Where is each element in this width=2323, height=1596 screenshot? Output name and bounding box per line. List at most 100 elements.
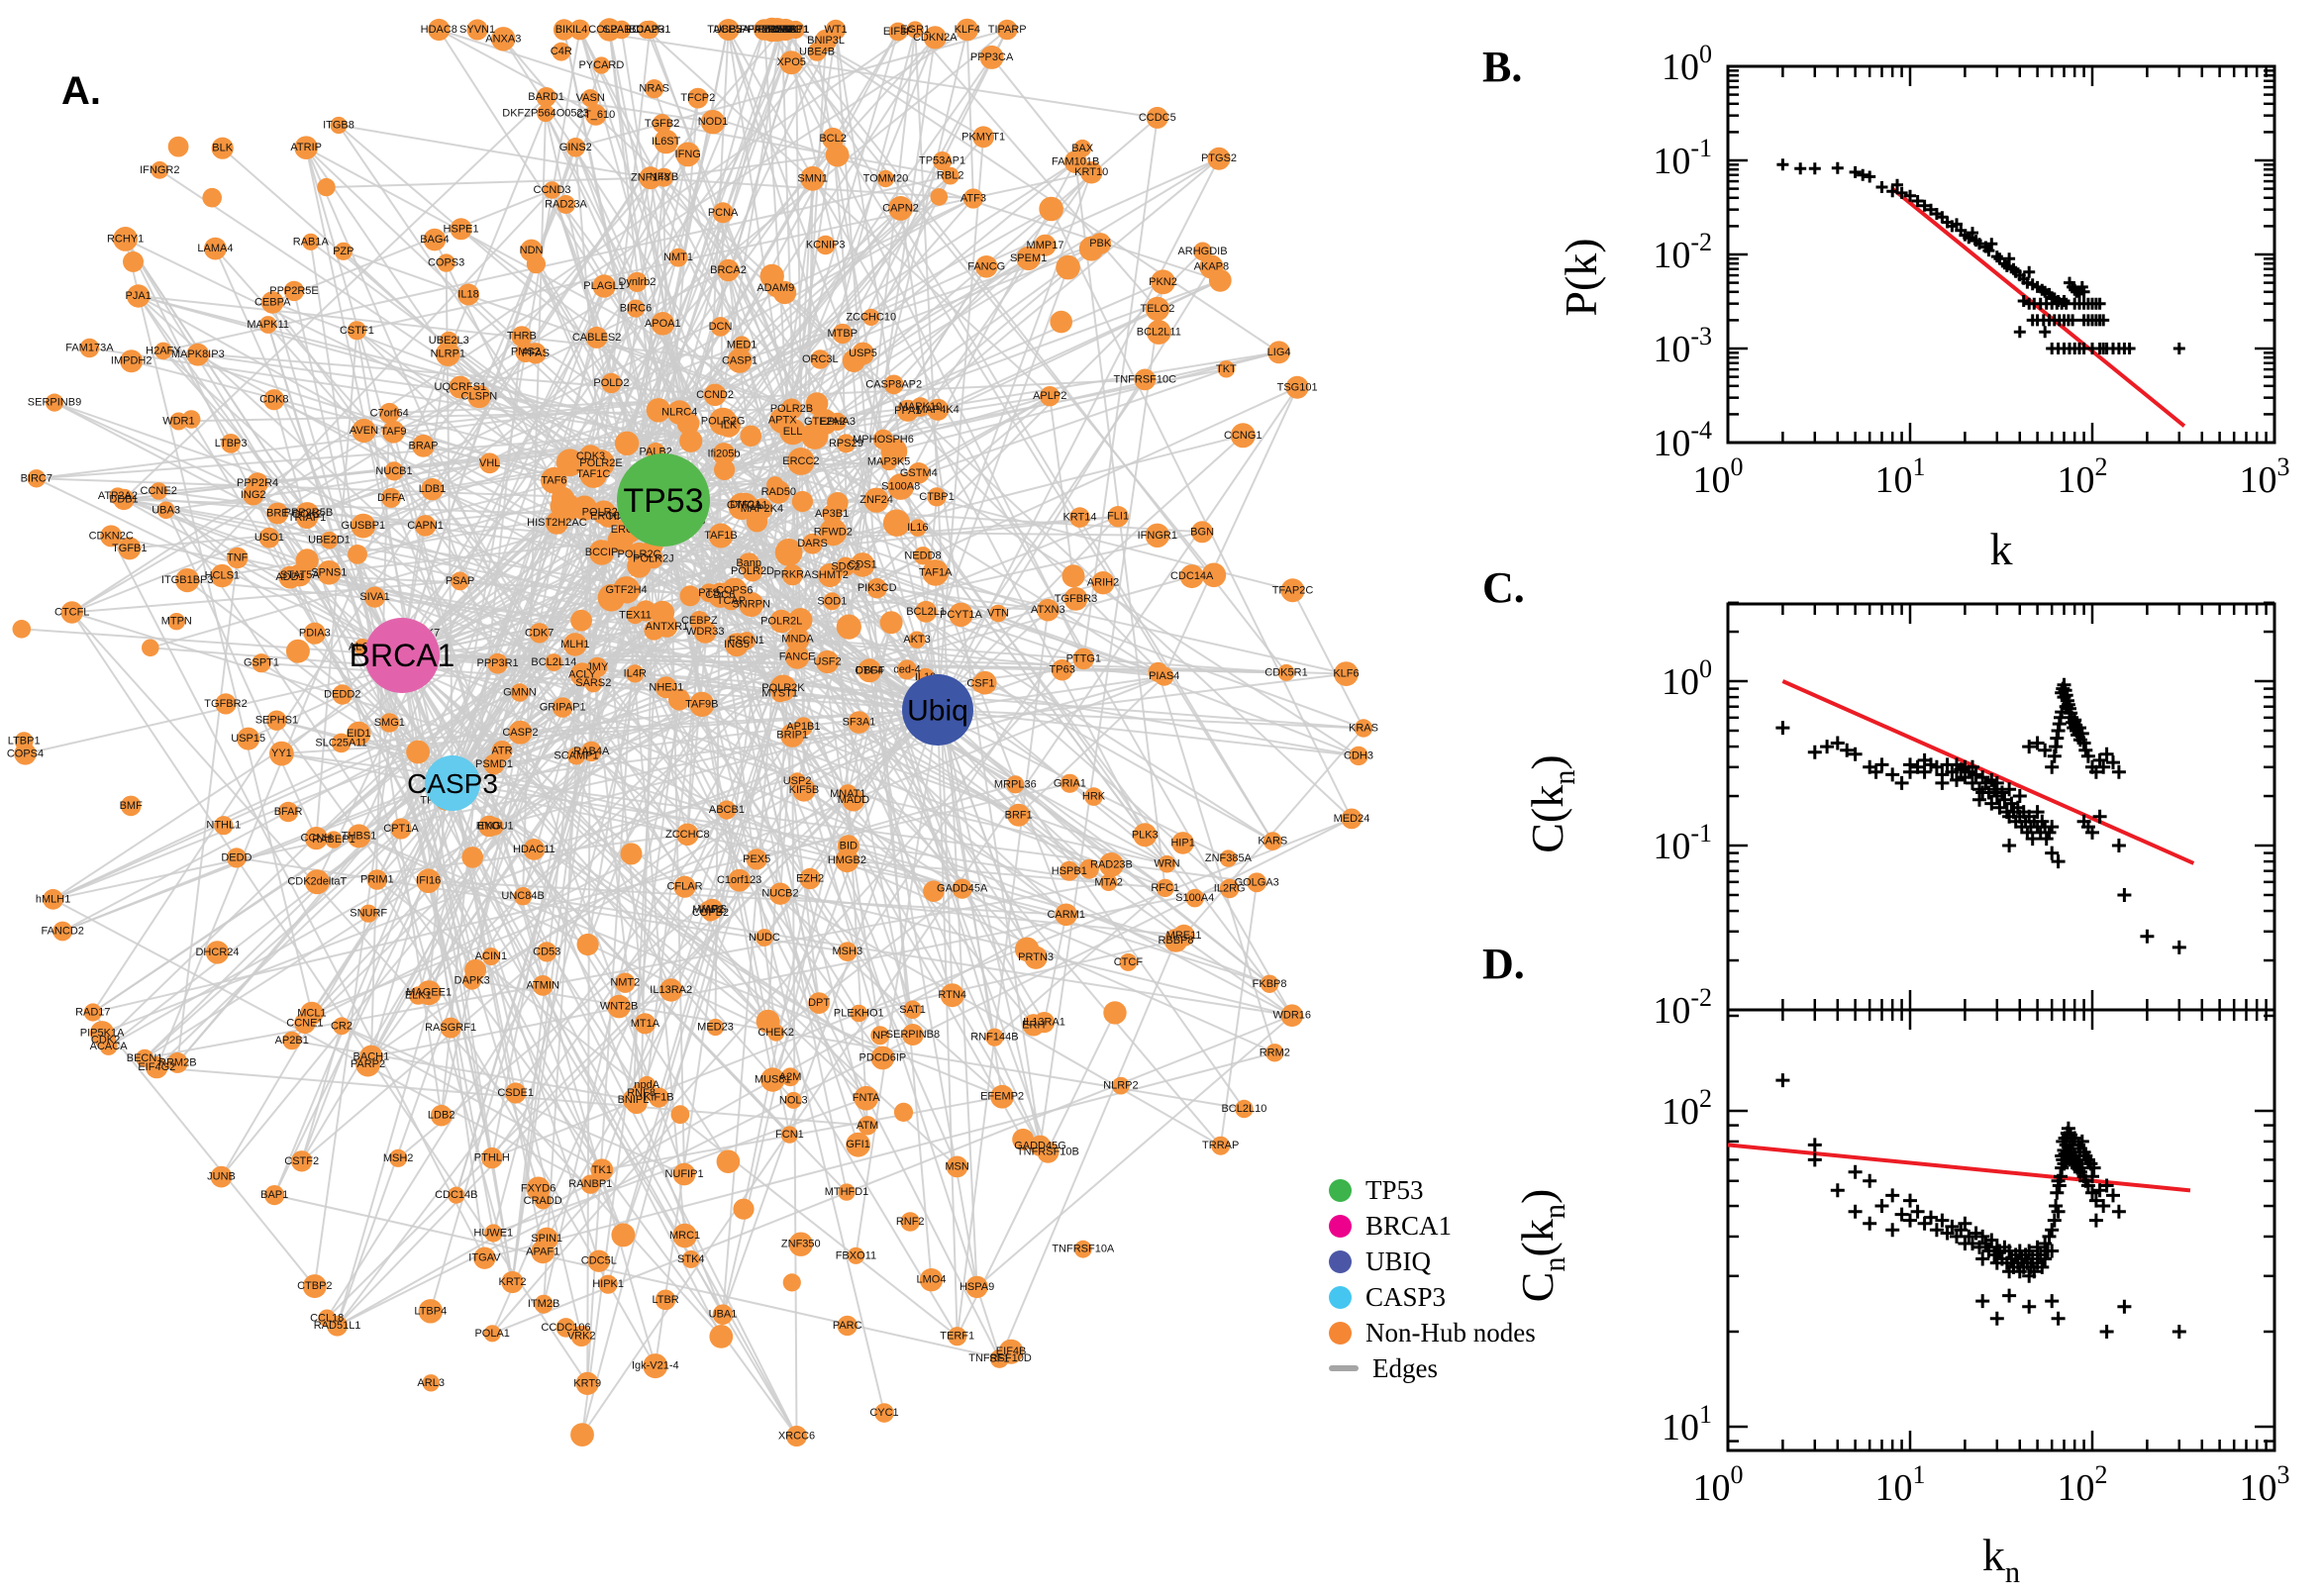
non-hub-node	[645, 79, 664, 99]
non-hub-node	[717, 800, 737, 820]
gene-node-label: PEX5	[743, 853, 770, 865]
non-hub-node	[615, 972, 636, 993]
non-hub-node	[965, 1275, 988, 1299]
gene-node-label: DAPK3	[454, 974, 490, 986]
non-hub-node	[837, 1315, 858, 1337]
non-hub-node	[799, 867, 821, 890]
gene-node-label: PRIM1	[360, 874, 394, 886]
gene-node-label: TAF1C	[576, 468, 610, 480]
non-hub-node	[672, 1162, 696, 1186]
gene-node-label: RTN4	[938, 989, 966, 1001]
gene-node-label: APLP2	[1033, 390, 1066, 402]
non-hub-node	[154, 342, 172, 360]
non-hub-node	[266, 710, 287, 731]
gene-node-label: TP63	[1050, 664, 1075, 676]
non-hub-node	[584, 104, 607, 126]
gene-node-label: STAT5A	[280, 569, 321, 581]
non-hub-node	[1145, 523, 1170, 548]
gene-node-label: NMT1	[663, 251, 693, 263]
non-hub-node	[304, 827, 328, 850]
gene-node-label: MED1	[727, 340, 758, 351]
non-hub-node	[1072, 648, 1095, 670]
non-hub-node	[990, 1084, 1014, 1109]
gene-node-label: SDC2	[831, 560, 859, 572]
gene-node-label: BID	[840, 840, 858, 851]
non-hub-node	[706, 1018, 725, 1037]
gene-node-label: LDB2	[428, 1110, 455, 1122]
gene-node-label: RNF2	[896, 1216, 925, 1228]
gene-node-label: MYST1	[761, 687, 798, 699]
non-hub-node	[303, 622, 326, 645]
gene-node-label: GTF2H4	[606, 584, 648, 596]
non-hub-node	[919, 1268, 944, 1292]
gene-node-label: TGFBR2	[204, 698, 247, 710]
non-hub-node	[900, 1212, 920, 1232]
gene-node-label: MTA2	[1094, 876, 1123, 888]
legend-label: BRCA1	[1365, 1210, 1453, 1241]
non-hub-node	[545, 511, 569, 535]
gene-node-label: HIPK1	[592, 1278, 624, 1290]
non-hub-node	[787, 448, 815, 475]
gene-node-label: ARHGDIB	[1177, 246, 1227, 257]
non-hub-node	[448, 1186, 465, 1204]
non-hub-node	[566, 747, 586, 765]
non-hub-node	[1055, 903, 1077, 927]
non-hub-node	[320, 531, 339, 549]
non-hub-node	[818, 562, 843, 588]
gene-node-label: CSTF2	[284, 1155, 319, 1167]
gene-node-label: NLRP2	[1103, 1080, 1138, 1092]
non-hub-node	[792, 778, 816, 802]
tick-label: 101	[1875, 452, 1926, 501]
gene-node-label: MSH3	[833, 946, 863, 957]
network-nodes	[12, 17, 1373, 1447]
non-hub-node	[1354, 719, 1373, 738]
gene-node-label: FLI1	[1107, 511, 1129, 523]
non-hub-node	[738, 552, 759, 574]
non-hub-node	[859, 660, 880, 681]
gene-node-label: TELO2	[1140, 303, 1174, 315]
non-hub-node	[940, 983, 964, 1008]
non-hub-node	[1151, 269, 1175, 295]
gene-node-label: ced-4	[893, 663, 921, 675]
gene-node-label: ZNF350	[781, 1239, 821, 1250]
gene-node-label: CAPN1	[407, 520, 444, 532]
node-dot-icon	[1329, 1178, 1352, 1202]
non-hub-node	[378, 402, 400, 424]
gene-node-label: TRRAP	[1202, 1140, 1239, 1151]
non-hub-node	[712, 202, 734, 224]
gene-node-label: IFNG	[675, 149, 701, 160]
non-hub-node	[428, 18, 451, 42]
non-hub-node	[440, 1017, 461, 1039]
gene-node-label: THBS1	[342, 830, 376, 842]
gene-node-label: PPP3R1	[476, 657, 518, 669]
non-hub-node	[575, 1371, 599, 1395]
gene-node-label: FCN1	[775, 1129, 804, 1141]
non-hub-node	[166, 1051, 188, 1073]
non-hub-node	[708, 523, 734, 549]
non-hub-node	[819, 518, 848, 547]
non-hub-node	[1172, 924, 1195, 948]
gene-node-label: PTHLH	[474, 1152, 510, 1164]
non-hub-node	[590, 1158, 614, 1182]
non-hub-node	[788, 608, 813, 633]
gene-node-label: ITGB8	[323, 120, 354, 132]
gene-node-label: PRKRA	[773, 569, 812, 581]
non-hub-node	[99, 1037, 118, 1055]
non-hub-node	[1099, 852, 1124, 877]
non-hub-node	[854, 1085, 878, 1111]
gene-node-label: MMP17	[1027, 240, 1064, 251]
non-hub-node	[888, 22, 908, 42]
non-hub-node	[842, 788, 865, 812]
gene-node-label: KLF6	[1333, 668, 1359, 680]
non-hub-node	[1156, 878, 1174, 898]
non-hub-node	[331, 733, 352, 753]
gene-node-label: RRM2	[1260, 1047, 1290, 1058]
non-hub-node	[1006, 775, 1025, 794]
non-hub-node	[874, 1403, 894, 1423]
gene-node-label: FNTA	[853, 1092, 881, 1104]
gene-node-label: MRPL36	[994, 778, 1037, 790]
legend-item-tp53: TP53	[1329, 1172, 1536, 1208]
non-hub-node	[727, 348, 753, 373]
non-hub-node	[461, 847, 484, 868]
gene-node-label: PPP2R5B	[284, 507, 334, 519]
